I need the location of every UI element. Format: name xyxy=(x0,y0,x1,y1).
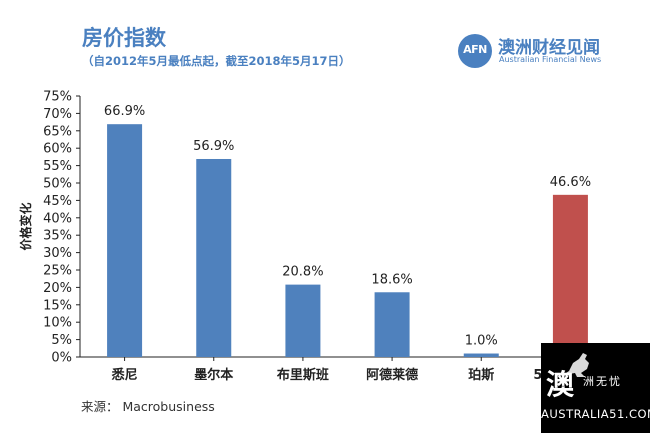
x-tick-label: 墨尔本 xyxy=(194,367,233,383)
y-tick-label: 55% xyxy=(43,159,72,174)
y-tick-label: 30% xyxy=(43,246,72,261)
watermark-url: AUSTRALIA51.COM xyxy=(541,407,650,421)
y-tick-label: 20% xyxy=(43,281,72,296)
bar-data-label: 1.0% xyxy=(465,334,498,349)
bar xyxy=(374,292,410,357)
bar xyxy=(107,124,143,357)
y-tick-label: 75% xyxy=(43,90,72,105)
afn-logo-text: AFN xyxy=(463,43,487,56)
y-axis-label: 价格变化 xyxy=(18,202,33,250)
y-tick-label: 45% xyxy=(43,194,72,209)
brand-english-name: Australian Financial News xyxy=(499,55,602,64)
x-tick-label: 珀斯 xyxy=(468,367,494,383)
chart-title: 房价指数 xyxy=(82,26,166,50)
brand-logo-block: AFN 澳洲财经见闻 Australian Financial News xyxy=(458,30,638,70)
y-tick-label: 5% xyxy=(51,333,72,348)
y-tick-label: 65% xyxy=(43,124,72,139)
watermark-sub-text: 洲无忧 xyxy=(583,375,622,388)
bar-data-label: 66.9% xyxy=(104,104,145,119)
y-tick-label: 60% xyxy=(43,142,72,157)
y-tick-label: 35% xyxy=(43,229,72,244)
watermark-badge: 澳 洲无忧 AUSTRALIA51.COM xyxy=(541,343,650,433)
bar-data-label: 46.6% xyxy=(550,175,591,190)
brand-name: 澳洲财经见闻 xyxy=(498,38,600,58)
x-tick-label: 悉尼 xyxy=(111,367,138,383)
bar-data-label: 20.8% xyxy=(282,265,323,280)
afn-logo-icon: AFN xyxy=(458,34,492,68)
bar xyxy=(285,284,321,357)
y-tick-label: 10% xyxy=(43,316,72,331)
bar xyxy=(552,194,588,357)
source-note: 来源： Macrobusiness xyxy=(81,399,215,414)
y-tick-label: 70% xyxy=(43,107,72,122)
x-tick-label: 阿德莱德 xyxy=(366,367,418,383)
bar xyxy=(463,353,499,357)
y-tick-label: 50% xyxy=(43,177,72,192)
y-tick-label: 0% xyxy=(51,351,72,366)
chart-subtitle: （自2012年5月最低点起，截至2018年5月17日） xyxy=(82,54,351,68)
y-tick-label: 15% xyxy=(43,298,72,313)
y-tick-label: 40% xyxy=(43,211,72,226)
bar xyxy=(196,158,232,357)
bar-data-label: 56.9% xyxy=(193,139,234,154)
bar-data-label: 18.6% xyxy=(371,272,412,287)
x-tick-label: 布里斯班 xyxy=(277,367,329,383)
watermark-big-char: 澳 xyxy=(546,368,575,401)
kangaroo-icon xyxy=(563,353,589,377)
y-tick-label: 25% xyxy=(43,264,72,279)
